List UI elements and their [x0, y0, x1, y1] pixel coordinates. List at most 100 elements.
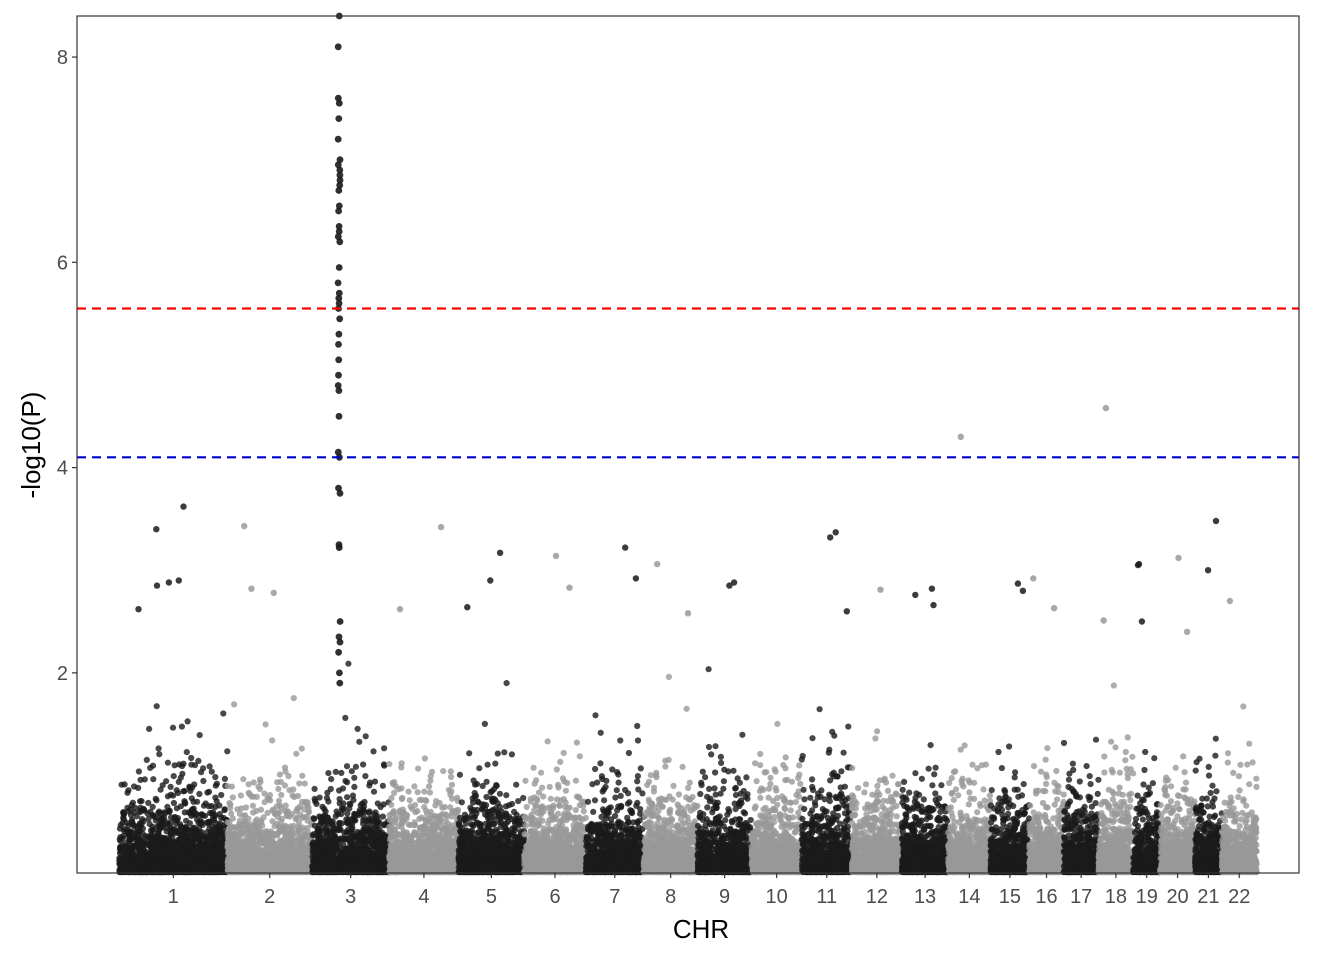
snp-point — [250, 809, 257, 816]
snp-point — [351, 813, 358, 820]
snp-point — [190, 798, 197, 805]
snp-point — [371, 831, 378, 838]
snp-points — [116, 12, 1260, 876]
snp-point — [236, 811, 243, 818]
snp-point — [145, 799, 152, 807]
snp-point — [224, 866, 232, 873]
snp-point — [351, 783, 358, 791]
snp-point — [198, 819, 206, 826]
snp-point — [363, 832, 370, 839]
snp-point — [360, 814, 367, 821]
snp-point — [167, 820, 174, 827]
snp-point — [136, 827, 143, 835]
snp-point — [362, 773, 369, 780]
snp-point — [167, 783, 174, 791]
snp-point — [177, 823, 184, 830]
snp-point — [152, 795, 159, 802]
snp-point — [217, 832, 224, 839]
snp-point — [270, 868, 277, 876]
snp-point — [292, 816, 299, 823]
snp-point — [372, 809, 379, 816]
snp-point — [245, 789, 252, 796]
snp-point — [343, 853, 350, 860]
snp-point — [188, 761, 195, 768]
snp-point — [406, 797, 413, 804]
snp-point — [311, 785, 318, 793]
snp-point — [131, 783, 138, 790]
snp-point — [191, 781, 198, 788]
snp-point — [440, 768, 447, 775]
snp-point — [347, 801, 354, 808]
snp-point — [338, 769, 345, 777]
snp-point — [290, 868, 298, 876]
snp-point — [229, 794, 236, 801]
snp-point — [150, 862, 157, 869]
snp-point — [290, 846, 297, 853]
snp-point — [212, 794, 219, 801]
snp-point — [133, 842, 140, 849]
snp-point — [200, 802, 208, 809]
snp-point — [294, 792, 302, 800]
snp-point — [181, 787, 188, 795]
snp-point — [155, 810, 162, 817]
snp-point — [250, 779, 257, 786]
snp-point — [377, 803, 384, 811]
snp-point — [274, 810, 281, 817]
snp-point — [208, 810, 215, 817]
snp-point — [232, 868, 239, 876]
snp-point — [274, 832, 281, 839]
snp-point — [330, 841, 337, 848]
snp-point — [293, 750, 300, 757]
snp-point — [321, 805, 328, 813]
snp-point — [272, 857, 279, 865]
snp-point — [275, 797, 283, 805]
snp-point — [188, 806, 195, 813]
snp-point — [358, 836, 365, 843]
snp-point — [167, 853, 174, 860]
snp-point — [313, 800, 320, 808]
snp-point — [381, 745, 388, 752]
snp-point — [149, 803, 156, 811]
snp-point — [364, 820, 371, 828]
snp-point — [261, 799, 268, 806]
snp-point — [179, 770, 186, 777]
snp-point — [200, 777, 207, 785]
snp-point — [267, 863, 274, 870]
snp-point — [276, 771, 283, 778]
snp-point — [124, 789, 131, 796]
snp-point — [173, 865, 180, 872]
snp-point — [173, 787, 180, 794]
snp-point — [241, 868, 248, 876]
snp-point — [292, 853, 299, 860]
snp-point — [119, 819, 126, 827]
snp-point — [324, 789, 331, 796]
snp-point — [343, 763, 351, 770]
snp-point — [349, 825, 356, 832]
snp-point — [212, 803, 219, 811]
snp-point — [207, 819, 214, 826]
snp-point — [267, 838, 274, 845]
snp-point — [273, 847, 280, 854]
snp-point — [225, 842, 232, 849]
snp-point — [141, 776, 148, 783]
snp-point — [256, 785, 264, 793]
snp-point — [344, 810, 351, 817]
snp-point — [196, 790, 203, 798]
snp-point — [345, 660, 352, 667]
snp-point — [155, 829, 162, 837]
snp-point — [344, 819, 351, 826]
snp-point — [258, 819, 265, 826]
snp-point — [200, 866, 207, 873]
snp-point — [399, 794, 406, 802]
snp-point — [376, 842, 383, 849]
snp-point — [323, 826, 330, 833]
snp-point — [278, 868, 285, 876]
snp-point — [175, 859, 182, 866]
snp-point — [312, 862, 319, 870]
snp-point — [198, 811, 205, 818]
snp-point — [342, 777, 349, 785]
snp-point — [331, 834, 338, 841]
snp-point — [379, 782, 386, 789]
snp-point — [146, 725, 153, 733]
snp-point — [166, 808, 173, 816]
